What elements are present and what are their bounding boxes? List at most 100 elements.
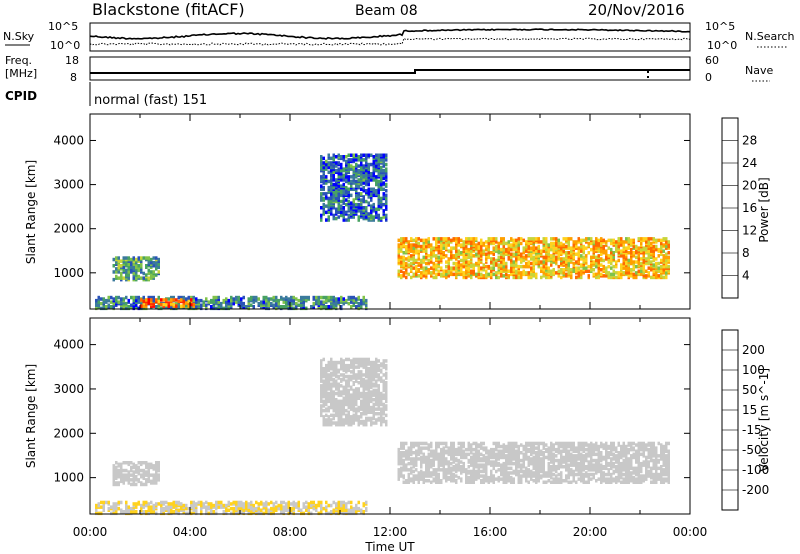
heatmap-cell [112, 257, 115, 262]
heatmap-cell [502, 461, 505, 466]
heatmap-cell [430, 441, 433, 446]
heatmap-cell [242, 301, 245, 306]
heatmap-cell [345, 413, 348, 418]
heatmap-cell [555, 241, 558, 246]
heatmap-cell [497, 461, 500, 466]
heatmap-cell [505, 458, 508, 463]
heatmap-cell [187, 299, 190, 304]
heatmap-cell [617, 241, 620, 246]
heatmap-cell [647, 266, 650, 270]
heatmap-cell [537, 260, 540, 264]
heatmap-cell [640, 272, 643, 277]
heatmap-cell [102, 500, 105, 505]
heatmap-cell [432, 457, 435, 461]
heatmap-cell [360, 198, 363, 202]
heatmap-cell [152, 478, 155, 482]
heatmap-cell [485, 269, 488, 273]
heatmap-cell [320, 165, 323, 170]
heatmap-cell [370, 192, 373, 196]
heatmap-cell [152, 298, 155, 303]
heatmap-cell [637, 246, 640, 250]
heatmap-cell [145, 273, 148, 277]
heatmap-cell [125, 473, 128, 477]
heatmap-cell [362, 175, 365, 179]
heatmap-cell [372, 218, 375, 222]
heatmap-cell [150, 500, 153, 505]
heatmap-cell [495, 258, 498, 263]
heatmap-cell [130, 465, 133, 470]
heatmap-cell [567, 243, 570, 247]
heatmap-cell [287, 297, 290, 301]
heatmap-cell [322, 192, 325, 196]
freq-tick-top: 18 [65, 54, 79, 67]
y-tick-label: 3000 [53, 178, 84, 192]
heatmap-cell [512, 268, 515, 272]
heatmap-cell [472, 466, 475, 471]
heatmap-cell [520, 463, 523, 467]
heatmap-cell [132, 262, 135, 266]
heatmap-cell [407, 258, 410, 263]
heatmap-cell [132, 470, 135, 474]
heatmap-cell [470, 269, 473, 273]
heatmap-cell [517, 460, 520, 464]
heatmap-cell [155, 298, 158, 302]
heatmap-cell [355, 158, 358, 162]
heatmap-cell [447, 266, 450, 270]
heatmap-cell [510, 258, 513, 263]
heatmap-cell [440, 249, 443, 253]
heatmap-cell [417, 268, 420, 272]
heatmap-cell [580, 254, 583, 258]
heatmap-cell [215, 306, 218, 311]
heatmap-cell [407, 477, 410, 481]
heatmap-cell [667, 251, 670, 255]
heatmap-cell [620, 254, 623, 258]
heatmap-cell [115, 481, 118, 485]
heatmap-cell [460, 272, 463, 277]
heatmap-cell [350, 385, 353, 390]
heatmap-cell [377, 388, 380, 393]
heatmap-cell [407, 272, 410, 277]
heatmap-cell [642, 258, 645, 263]
heatmap-cell [120, 259, 123, 263]
heatmap-cell [505, 454, 508, 458]
heatmap-cell [362, 373, 365, 377]
heatmap-cell [510, 441, 513, 446]
heatmap-cell [352, 413, 355, 418]
heatmap-cell [637, 257, 640, 261]
heatmap-cell [382, 158, 385, 162]
heatmap-cell [467, 452, 470, 457]
heatmap-cell [152, 481, 155, 485]
heatmap-cell [650, 260, 653, 264]
heatmap-cell [502, 268, 505, 272]
heatmap-cell [175, 503, 178, 508]
heatmap-cell [415, 461, 418, 466]
heatmap-cell [157, 502, 160, 506]
heatmap-cell [400, 244, 403, 249]
heatmap-cell [530, 237, 533, 241]
heatmap-cell [342, 190, 345, 194]
heatmap-cell [420, 263, 423, 267]
heatmap-cell [415, 237, 418, 241]
heatmap-cell [417, 274, 420, 278]
heatmap-cell [155, 461, 158, 465]
heatmap-cell [402, 263, 405, 267]
heatmap-cell [420, 460, 423, 464]
heatmap-cell [382, 153, 385, 157]
heatmap-cell [120, 462, 123, 467]
heatmap-cell [320, 404, 323, 408]
heatmap-cell [650, 241, 653, 246]
heatmap-cell [480, 441, 483, 446]
heatmap-cell [287, 300, 290, 304]
heatmap-cell [340, 422, 343, 427]
heatmap-cell [512, 247, 515, 252]
heatmap-cell [320, 359, 323, 363]
heatmap-cell [427, 258, 430, 263]
heatmap-cell [550, 237, 553, 241]
heatmap-cell [532, 261, 535, 266]
heatmap-cell [225, 300, 228, 304]
heatmap-cell [442, 471, 445, 475]
heatmap-cell [347, 158, 350, 162]
heatmap-cell [512, 243, 515, 247]
heatmap-cell [267, 297, 270, 301]
heatmap-cell [322, 209, 325, 213]
